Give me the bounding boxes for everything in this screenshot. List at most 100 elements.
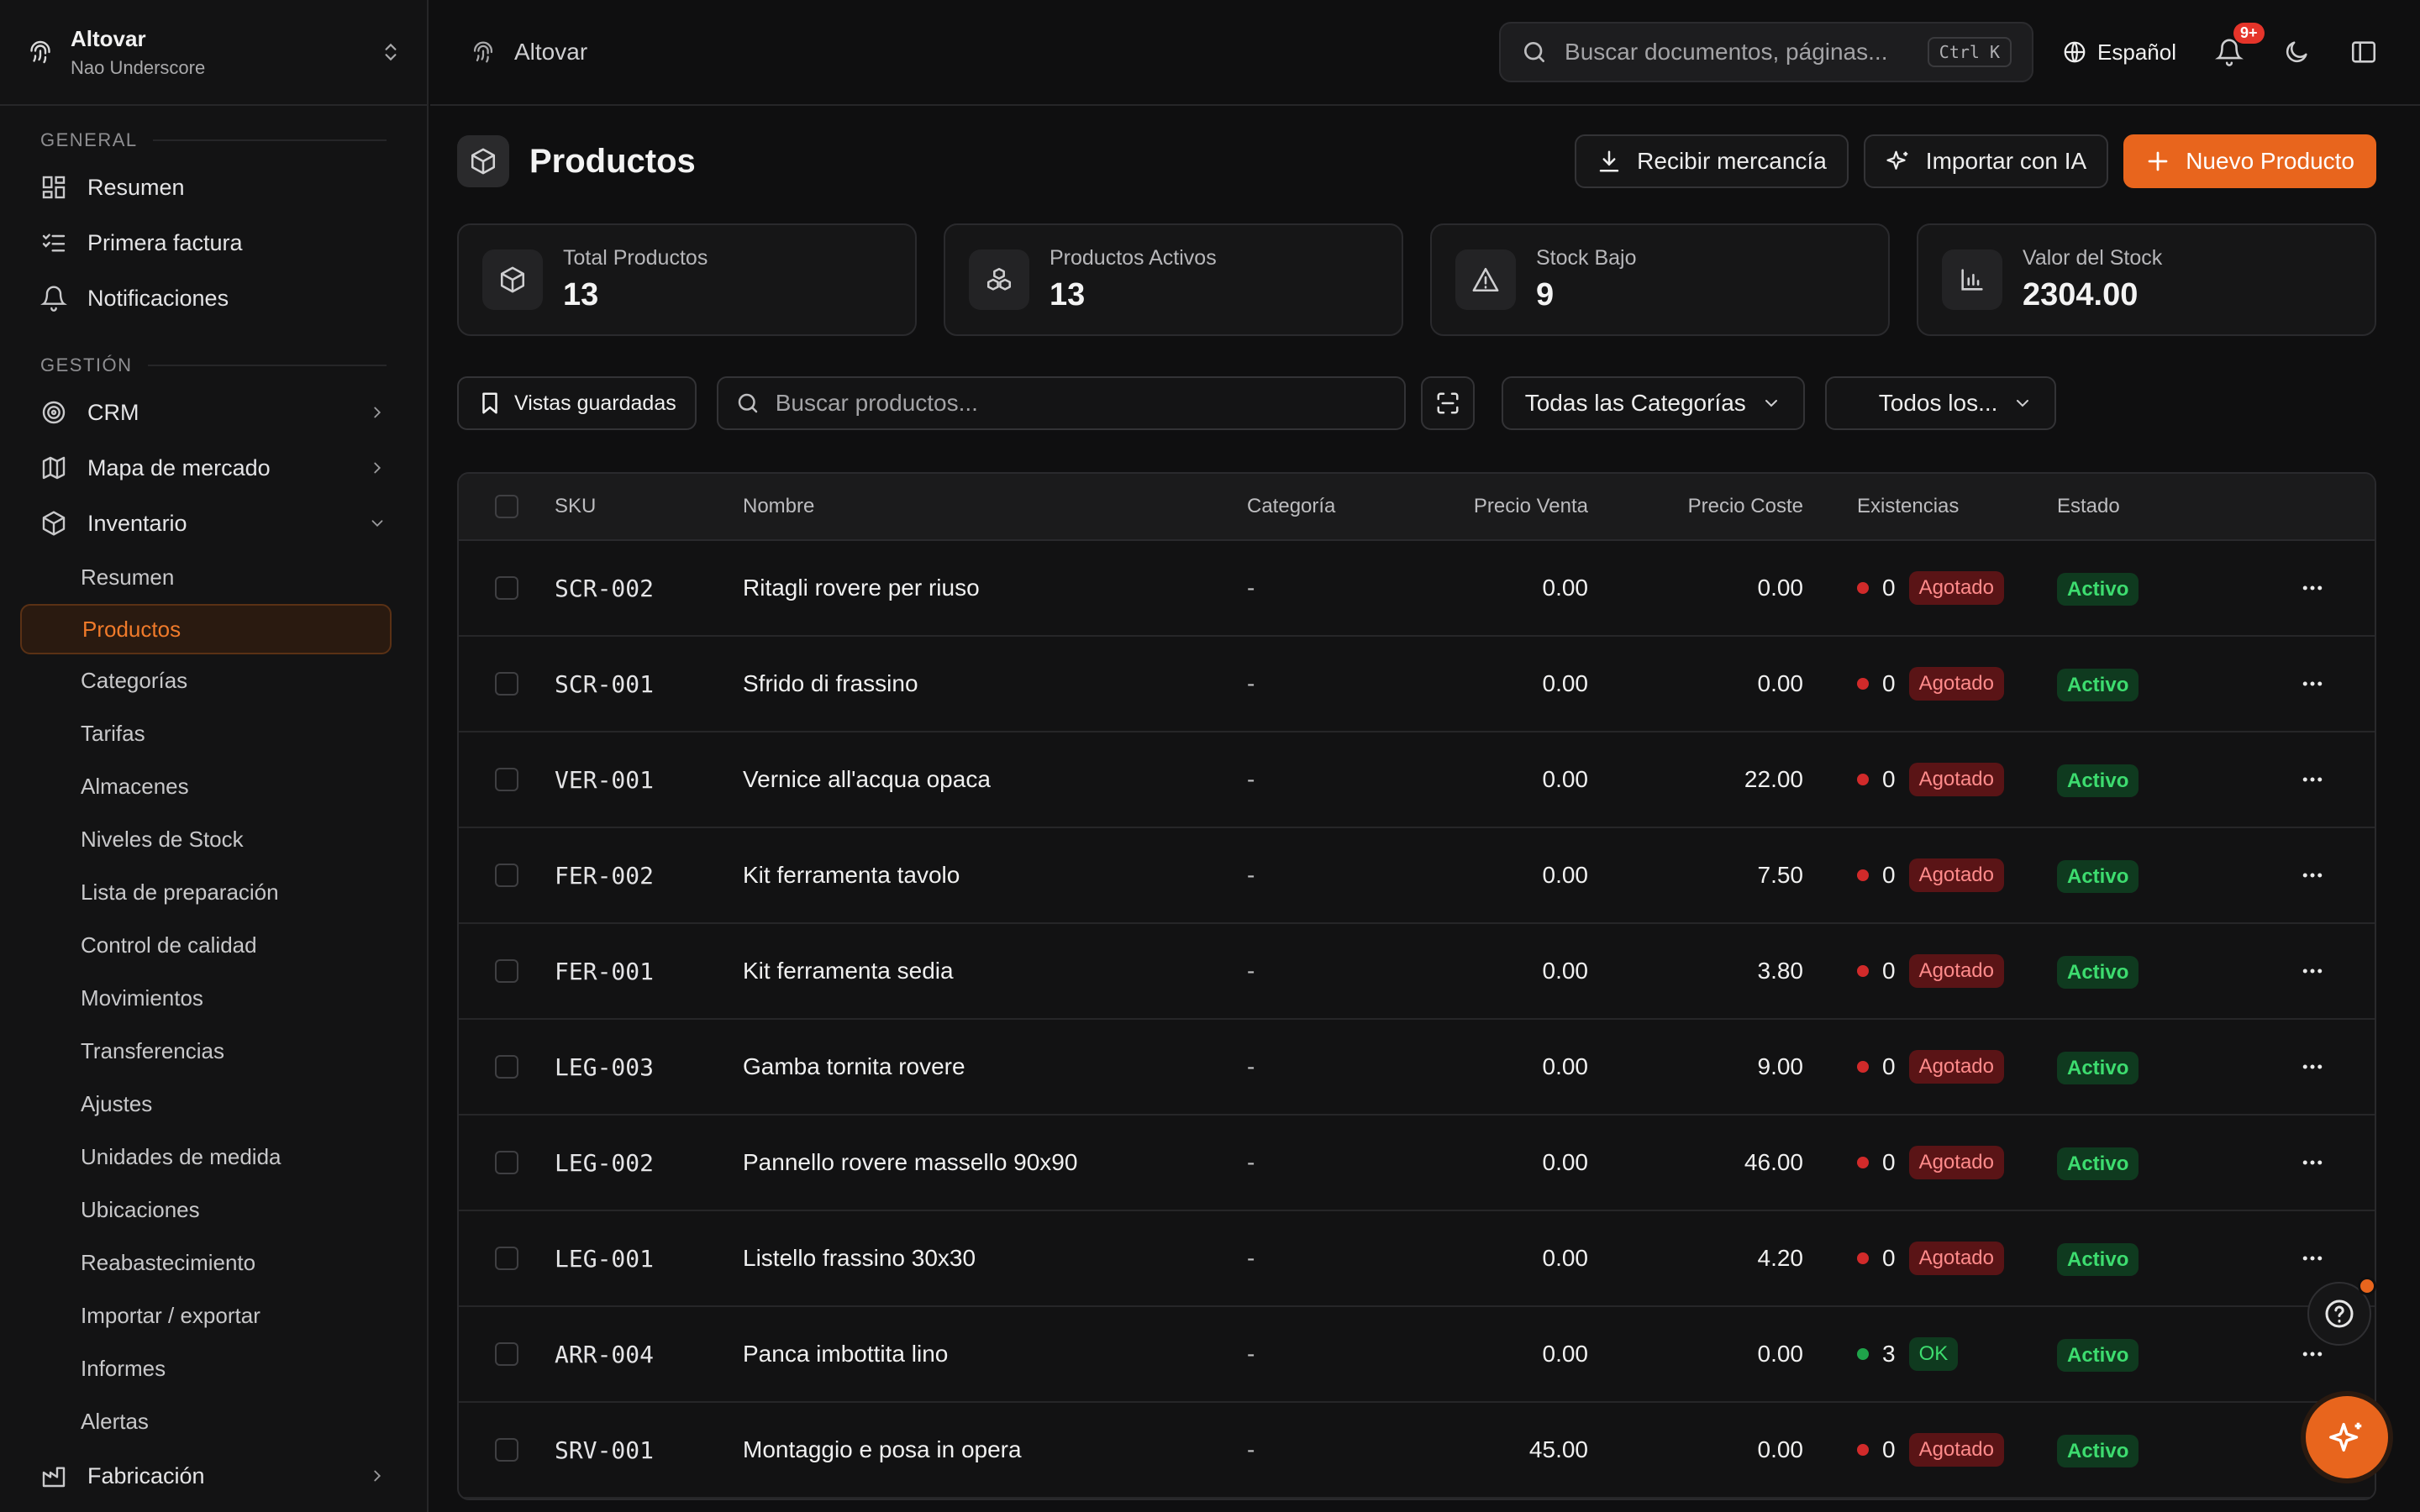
table-row[interactable]: SRV-001 Montaggio e posa in opera - 45.00 0.… — [459, 1403, 2375, 1499]
more-horizontal-icon[interactable] — [2300, 1150, 2325, 1175]
sidebar-item-primera-factura[interactable]: Primera factura — [0, 215, 427, 270]
cell-name[interactable]: Kit ferramenta sedia — [743, 958, 954, 984]
row-checkbox[interactable] — [495, 1055, 518, 1079]
row-checkbox[interactable] — [495, 864, 518, 887]
column-header-name[interactable]: Nombre — [743, 495, 815, 517]
submenu-item-tarifas[interactable]: Tarifas — [81, 721, 145, 746]
ai-assistant-button[interactable] — [2306, 1396, 2388, 1478]
row-checkbox[interactable] — [495, 576, 518, 600]
import-ai-button[interactable]: Importar con IA — [1863, 134, 2109, 188]
sidebar-item-label: CRM — [87, 399, 139, 425]
submenu-item-niveles-de-stock[interactable]: Niveles de Stock — [81, 827, 244, 852]
column-header-sale-price[interactable]: Precio Venta — [1473, 495, 1588, 517]
status-select[interactable]: Todos los... — [1824, 376, 2057, 430]
row-checkbox[interactable] — [495, 768, 518, 791]
language-selector[interactable]: Español — [2062, 39, 2176, 66]
submenu-item-reabastecimiento[interactable]: Reabastecimiento — [81, 1250, 256, 1275]
table-row[interactable]: SCR-002 Ritagli rovere per riuso - 0.00 0.00… — [459, 541, 2375, 637]
cell-category: - — [1247, 862, 1255, 888]
more-horizontal-icon[interactable] — [2300, 1246, 2325, 1271]
more-horizontal-icon[interactable] — [2300, 671, 2325, 696]
cell-name[interactable]: Kit ferramenta tavolo — [743, 862, 960, 888]
submenu-item-transferencias[interactable]: Transferencias — [81, 1038, 224, 1063]
table-row[interactable]: FER-001 Kit ferramenta sedia - 0.00 3.80 0 Ago… — [459, 924, 2375, 1020]
sidebar-item-crm[interactable]: CRM — [0, 385, 427, 440]
column-header-sku[interactable]: SKU — [555, 495, 597, 517]
submenu-item-ubicaciones[interactable]: Ubicaciones — [81, 1197, 200, 1222]
submenu-item-alertas[interactable]: Alertas — [81, 1409, 149, 1434]
column-header-status[interactable]: Estado — [2057, 495, 2120, 517]
more-horizontal-icon[interactable] — [2300, 767, 2325, 792]
submenu-item-unidades-de-medida[interactable]: Unidades de medida — [81, 1144, 281, 1169]
submenu-item-resumen[interactable]: Resumen — [81, 564, 175, 590]
submenu-item-control-de-calidad[interactable]: Control de calidad — [81, 932, 257, 958]
theme-toggle-button[interactable] — [2282, 38, 2311, 66]
table-body: SCR-002 Ritagli rovere per riuso - 0.00 0.00… — [459, 541, 2375, 1499]
submenu-item-productos[interactable]: Productos — [20, 604, 392, 654]
sidebar-item-fabricacion[interactable]: Fabricación — [0, 1448, 427, 1504]
sidebar-item-mapa-de-mercado[interactable]: Mapa de mercado — [0, 440, 427, 496]
cell-name[interactable]: Gamba tornita rovere — [743, 1053, 965, 1079]
panel-toggle-button[interactable] — [2349, 38, 2378, 66]
submenu-item-lista-de-preparacion[interactable]: Lista de preparación — [81, 879, 279, 905]
box-icon — [500, 266, 525, 293]
sidebar-item-label: Mapa de mercado — [87, 454, 271, 480]
row-checkbox[interactable] — [495, 672, 518, 696]
submenu-item-almacenes[interactable]: Almacenes — [81, 774, 189, 799]
notifications-button[interactable]: 9+ — [2215, 23, 2265, 66]
more-horizontal-icon[interactable] — [2300, 863, 2325, 888]
submenu-item-importar-exportar[interactable]: Importar / exportar — [81, 1303, 260, 1328]
table-row[interactable]: VER-001 Vernice all'acqua opaca - 0.00 22.00… — [459, 732, 2375, 828]
stock-quantity: 0 — [1882, 1436, 1896, 1462]
cell-name[interactable]: Sfrido di frassino — [743, 670, 918, 696]
cell-name[interactable]: Ritagli rovere per riuso — [743, 575, 980, 601]
receive-stock-button[interactable]: Recibir mercancía — [1575, 134, 1849, 188]
submenu-item-informes[interactable]: Informes — [81, 1356, 166, 1381]
row-checkbox[interactable] — [495, 1342, 518, 1366]
sidebar-item-inventario[interactable]: Inventario — [0, 496, 427, 551]
cell-name[interactable]: Pannello rovere massello 90x90 — [743, 1149, 1078, 1175]
cell-name[interactable]: Listello frassino 30x30 — [743, 1245, 976, 1271]
submenu-item-ajustes[interactable]: Ajustes — [81, 1091, 153, 1116]
cell-name[interactable]: Vernice all'acqua opaca — [743, 766, 991, 792]
row-checkbox[interactable] — [495, 1247, 518, 1270]
submenu-item-categorias[interactable]: Categorías — [81, 668, 188, 693]
cell-category: - — [1247, 766, 1255, 792]
more-horizontal-icon[interactable] — [2300, 1054, 2325, 1079]
cell-sale-price: 0.00 — [1542, 1245, 1589, 1271]
new-product-button[interactable]: Nuevo Producto — [2123, 134, 2376, 188]
product-search-input[interactable]: Buscar productos... — [716, 376, 1406, 430]
workspace-switcher[interactable]: Altovar Nao Underscore — [0, 0, 427, 106]
table-row[interactable]: FER-002 Kit ferramenta tavolo - 0.00 7.50 0 Ag… — [459, 828, 2375, 924]
column-header-stock[interactable]: Existencias — [1857, 495, 1960, 517]
row-checkbox[interactable] — [495, 1438, 518, 1462]
column-header-category[interactable]: Categoría — [1247, 495, 1336, 517]
submenu-item-movimientos[interactable]: Movimientos — [81, 985, 203, 1011]
cell-name[interactable]: Panca imbottita lino — [743, 1341, 949, 1367]
cell-sale-price: 0.00 — [1542, 670, 1589, 696]
global-search-input[interactable]: Buscar documentos, páginas... Ctrl K — [1499, 22, 2034, 82]
table-row[interactable]: SCR-001 Sfrido di frassino - 0.00 0.00 0 Agota… — [459, 637, 2375, 732]
sidebar-item-notificaciones[interactable]: Notificaciones — [0, 270, 427, 326]
more-horizontal-icon[interactable] — [2300, 575, 2325, 601]
category-select[interactable]: Todas las Categorías — [1501, 376, 1805, 430]
cell-name[interactable]: Montaggio e posa in opera — [743, 1436, 1022, 1462]
cell-status: Activo — [2057, 764, 2250, 797]
more-horizontal-icon[interactable] — [2300, 1341, 2325, 1367]
filters-bar: Vistas guardadas Buscar productos... Tod… — [457, 376, 2376, 430]
barcode-scan-button[interactable] — [1420, 376, 1475, 430]
help-button[interactable] — [2307, 1277, 2376, 1346]
table-row[interactable]: LEG-001 Listello frassino 30x30-0.00 4.20 0… — [459, 1211, 2375, 1307]
table-row[interactable]: LEG-002 Pannello rovere massello 90x90 - 0.… — [459, 1116, 2375, 1211]
column-header-cost-price[interactable]: Precio Coste — [1687, 495, 1803, 517]
sidebar-item-resumen[interactable]: Resumen — [0, 160, 427, 215]
row-checkbox[interactable] — [495, 959, 518, 983]
cell-status: Activo — [2057, 1339, 2250, 1372]
row-checkbox[interactable] — [495, 1151, 518, 1174]
saved-views-button[interactable]: Vistas guardadas — [457, 376, 697, 430]
more-horizontal-icon[interactable] — [2300, 958, 2325, 984]
table-row[interactable]: ARR-004 Panca imbottita lino - 0.00 0.00 3 OK A… — [459, 1307, 2375, 1403]
breadcrumb[interactable]: Altovar — [469, 38, 587, 66]
table-row[interactable]: LEG-003 Gamba tornita rovere - 0.00 9.00 0 Ago… — [459, 1020, 2375, 1116]
select-all-checkbox[interactable] — [495, 495, 518, 518]
